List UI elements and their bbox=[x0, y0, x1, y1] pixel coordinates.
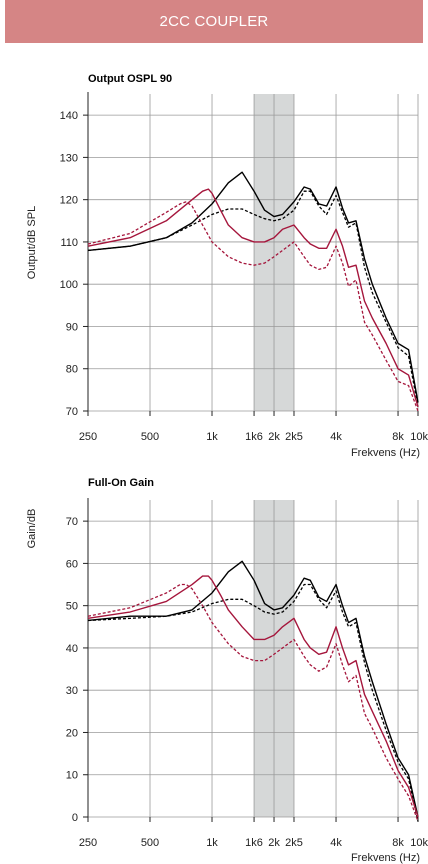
chart1-x-tick-label: 250 bbox=[79, 431, 97, 443]
chart2-x-axis-label: Frekvens (Hz) bbox=[351, 852, 420, 864]
chart1-x-tick-label: 1k6 bbox=[245, 431, 263, 443]
chart1-series-line-2 bbox=[87, 190, 419, 407]
chart1-x-tick-label: 4k bbox=[330, 431, 342, 443]
chart2-x-tick-label: 4k bbox=[330, 837, 342, 849]
chart1-x-tick-label: 500 bbox=[141, 431, 159, 443]
chart2-y-tick-label: 60 bbox=[66, 558, 78, 570]
chart1-x-tick-label: 10k bbox=[410, 431, 428, 443]
chart1-y-axis-label: Output/dB SPL bbox=[26, 206, 38, 279]
chart1-y-tick-label: 80 bbox=[66, 364, 78, 376]
chart2-x-tick-label: 8k bbox=[392, 837, 404, 849]
chart2-series-line-2 bbox=[87, 583, 419, 822]
chart2-y-tick-label: 50 bbox=[66, 601, 78, 613]
chart1-title: Output OSPL 90 bbox=[88, 73, 172, 85]
chart1-x-tick-label: 8k bbox=[392, 431, 404, 443]
chart1-y-tick-label: 120 bbox=[60, 195, 78, 207]
chart2-x-tick-label: 10k bbox=[410, 837, 428, 849]
chart1-y-tick-label: 90 bbox=[66, 321, 78, 333]
chart2-series-line-4 bbox=[87, 583, 419, 822]
chart2-x-tick-label: 2k bbox=[268, 837, 280, 849]
chart2-y-axis-label: Gain/dB bbox=[26, 509, 38, 549]
chart2-x-tick-label: 2k5 bbox=[285, 837, 303, 849]
chart2-series-line-3 bbox=[87, 575, 419, 818]
chart1-y-tick-label: 140 bbox=[60, 110, 78, 122]
chart2-series-line-1 bbox=[87, 560, 419, 818]
chart1-series-line-4 bbox=[87, 201, 419, 412]
chart2-title: Full-On Gain bbox=[88, 477, 154, 489]
chart1-y-tick-label: 70 bbox=[66, 406, 78, 418]
chart1-x-tick-label: 2k bbox=[268, 431, 280, 443]
chart2-y-tick-label: 30 bbox=[66, 685, 78, 697]
chart2-y-tick-label: 20 bbox=[66, 727, 78, 739]
chart2-x-tick-label: 500 bbox=[141, 837, 159, 849]
chart1-series-line-3 bbox=[87, 188, 419, 407]
chart2-y-tick-label: 0 bbox=[72, 812, 78, 824]
header-banner: 2CC COUPLER bbox=[5, 0, 423, 43]
chart2-y-tick-label: 70 bbox=[66, 516, 78, 528]
chart1-x-tick-label: 2k5 bbox=[285, 431, 303, 443]
chart2-y-tick-label: 40 bbox=[66, 643, 78, 655]
chart1-y-tick-label: 110 bbox=[60, 237, 78, 249]
chart1-y-tick-label: 130 bbox=[60, 152, 78, 164]
header-title: 2CC COUPLER bbox=[159, 13, 269, 30]
chart2-x-tick-label: 250 bbox=[79, 837, 97, 849]
chart1-x-axis-label: Frekvens (Hz) bbox=[351, 447, 420, 459]
chart2-x-tick-label: 1k6 bbox=[245, 837, 263, 849]
chart2-y-tick-label: 10 bbox=[66, 770, 78, 782]
chart1-series-line-1 bbox=[87, 171, 419, 403]
chart1-y-tick-label: 100 bbox=[60, 279, 78, 291]
chart2-x-tick-label: 1k bbox=[206, 837, 218, 849]
chart1-x-tick-label: 1k bbox=[206, 431, 218, 443]
